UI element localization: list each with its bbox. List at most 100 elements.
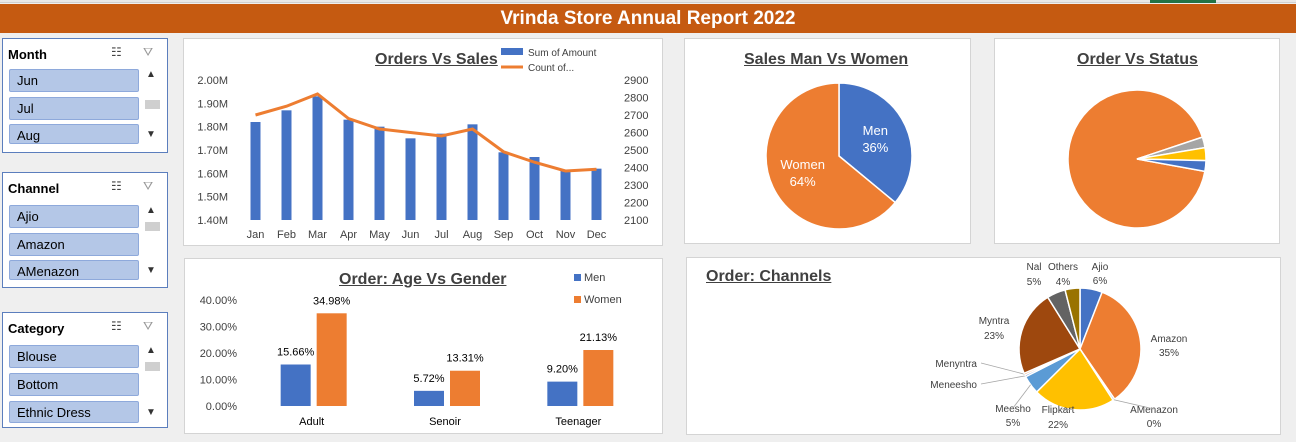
multi-select-icon[interactable]: ☷ [111, 179, 122, 193]
slicer-channel: Channel ☷ ⛛ Ajio Amazon AMenazon ▲ ▼ [2, 172, 168, 288]
x-tick-label: Jun [402, 229, 420, 241]
pie-label-name: AMenazon [1130, 405, 1178, 416]
x-tick-label: May [369, 229, 390, 241]
x-tick-label: Adult [299, 416, 324, 428]
y-tick-label-right: 2700 [624, 110, 648, 122]
chart-title: Order Vs Status [1077, 51, 1198, 68]
bar-sum-of-amount [591, 168, 602, 220]
chart-title: Sales Man Vs Women [744, 51, 909, 68]
x-tick-label: Oct [526, 229, 543, 241]
pie-label-name: Others [1048, 262, 1078, 273]
scrollbar[interactable]: ▲ ▼ [143, 69, 161, 147]
sales-men-women-panel[interactable]: Sales Man Vs Women Men 36% Women 64% [684, 38, 971, 244]
slicer-item[interactable]: Bottom [9, 373, 139, 396]
multi-select-icon[interactable]: ☷ [111, 319, 122, 333]
pie-slice [1136, 158, 1207, 173]
slicer-title: Month ☷ ⛛ [3, 39, 167, 65]
x-tick-label: Teenager [555, 416, 601, 428]
scroll-down-icon[interactable]: ▼ [146, 129, 156, 140]
slicer-item[interactable]: Blouse [9, 345, 139, 368]
selected-cell-indicator [1150, 0, 1216, 3]
orders-vs-sales-panel[interactable]: Orders Vs Sales 1.40M 1.50M 1.60M 1.70M 1.80… [183, 38, 663, 246]
scrollbar[interactable]: ▲ ▼ [143, 345, 161, 423]
y-tick-label-right: 2300 [624, 180, 648, 192]
pie-label-name: Meneesho [930, 380, 977, 391]
pie-label-value: 23% [984, 331, 1004, 342]
data-label: 13.31% [446, 353, 484, 365]
leader-line [1113, 399, 1155, 410]
pie-slice-flipkart [1035, 347, 1115, 411]
scrollbar[interactable]: ▲ ▼ [143, 205, 161, 283]
scroll-down-icon[interactable]: ▼ [146, 265, 156, 276]
clear-filter-icon[interactable]: ⛛ [143, 45, 154, 59]
bar-sum-of-amount [343, 119, 354, 220]
chart-title: Order: Age Vs Gender [339, 271, 507, 288]
bar-sum-of-amount [405, 138, 416, 220]
slicer-channel-title: Channel [8, 181, 60, 196]
legend-label-men: Men [584, 272, 605, 284]
bar-sum-of-amount [560, 171, 571, 220]
bar-men [414, 390, 444, 406]
legend-swatch-women [574, 296, 581, 303]
legend-label-sum: Sum of Amount [528, 48, 597, 59]
legend-label-count: Count of... [528, 63, 574, 74]
scroll-up-icon[interactable]: ▲ [146, 205, 156, 216]
x-tick-label: Jan [247, 229, 265, 241]
slicer-item[interactable]: Ethnic Dress [9, 401, 139, 423]
y-tick-label: 0.00% [206, 401, 237, 413]
slicer-item[interactable]: Aug [9, 124, 139, 144]
bar-men [547, 381, 578, 406]
scroll-up-icon[interactable]: ▲ [146, 345, 156, 356]
sheet-grid-header [0, 0, 1296, 3]
line-count-of-orders [255, 92, 597, 173]
pie-label-name: Menyntra [935, 359, 977, 370]
bar-women [450, 370, 480, 406]
slicer-item[interactable]: Jun [9, 69, 139, 92]
x-tick-label: Feb [277, 229, 296, 241]
pie-slice-women [765, 82, 897, 230]
slicer-month: Month ☷ ⛛ Jun Jul Aug ▲ ▼ [2, 38, 168, 153]
y-tick-label-right: 2100 [624, 215, 648, 227]
clear-filter-icon[interactable]: ⛛ [143, 179, 154, 193]
order-vs-status-panel[interactable]: Order Vs Status [994, 38, 1280, 244]
slicer-month-title: Month [8, 47, 47, 62]
legend-swatch-sum [501, 48, 523, 55]
pie-label-value: 35% [1159, 348, 1179, 359]
pie-label-name: Men [863, 123, 888, 138]
pie-label-value: 0% [1147, 419, 1162, 430]
scroll-thumb[interactable] [145, 362, 160, 371]
scroll-up-icon[interactable]: ▲ [146, 69, 156, 80]
bar-sum-of-amount [281, 110, 292, 220]
age-vs-gender-panel[interactable]: Order: Age Vs Gender 0.00% 10.00% 20.00% 30… [184, 258, 663, 434]
chart-title: Order: Channels [706, 268, 832, 285]
bar-sum-of-amount [498, 152, 509, 220]
leader-line [1057, 408, 1074, 411]
bar-women [583, 350, 614, 406]
age-vs-gender-chart: 0.00% 10.00% 20.00% 30.00% 40.00% 15.66% 34.98… [200, 272, 622, 428]
bar-sum-of-amount [467, 124, 478, 220]
slicer-category: Category ☷ ⛛ Blouse Bottom Ethnic Dress … [2, 312, 168, 428]
slicer-item[interactable]: Ajio [9, 205, 139, 228]
clear-filter-icon[interactable]: ⛛ [143, 319, 154, 333]
slicer-item[interactable]: Amazon [9, 233, 139, 256]
scroll-down-icon[interactable]: ▼ [146, 407, 156, 418]
scroll-thumb[interactable] [145, 222, 160, 231]
bar-sum-of-amount [312, 96, 323, 220]
scroll-thumb[interactable] [145, 100, 160, 109]
y-tick-label: 20.00% [200, 348, 238, 360]
bar-sum-of-amount [529, 157, 540, 220]
pie-label-name: Nal [1026, 262, 1041, 273]
pie-slice-myntra [1018, 296, 1082, 375]
slicer-category-title: Category [8, 321, 65, 336]
y-tick-label-left: 2.00M [197, 75, 228, 87]
data-label: 15.66% [277, 347, 315, 359]
slicer-item[interactable]: AMenazon [9, 260, 139, 280]
x-tick-label: Nov [556, 229, 576, 241]
sales-men-women-chart: Men 36% Women 64% [765, 82, 913, 230]
y-tick-label-right: 2900 [624, 75, 648, 87]
slicer-item[interactable]: Jul [9, 97, 139, 120]
multi-select-icon[interactable]: ☷ [111, 45, 122, 59]
chart-title: Orders Vs Sales [375, 51, 498, 68]
order-channels-panel[interactable]: Order: Channels Ajio 6% Amazon 35% AMenazon 0… [686, 257, 1281, 435]
